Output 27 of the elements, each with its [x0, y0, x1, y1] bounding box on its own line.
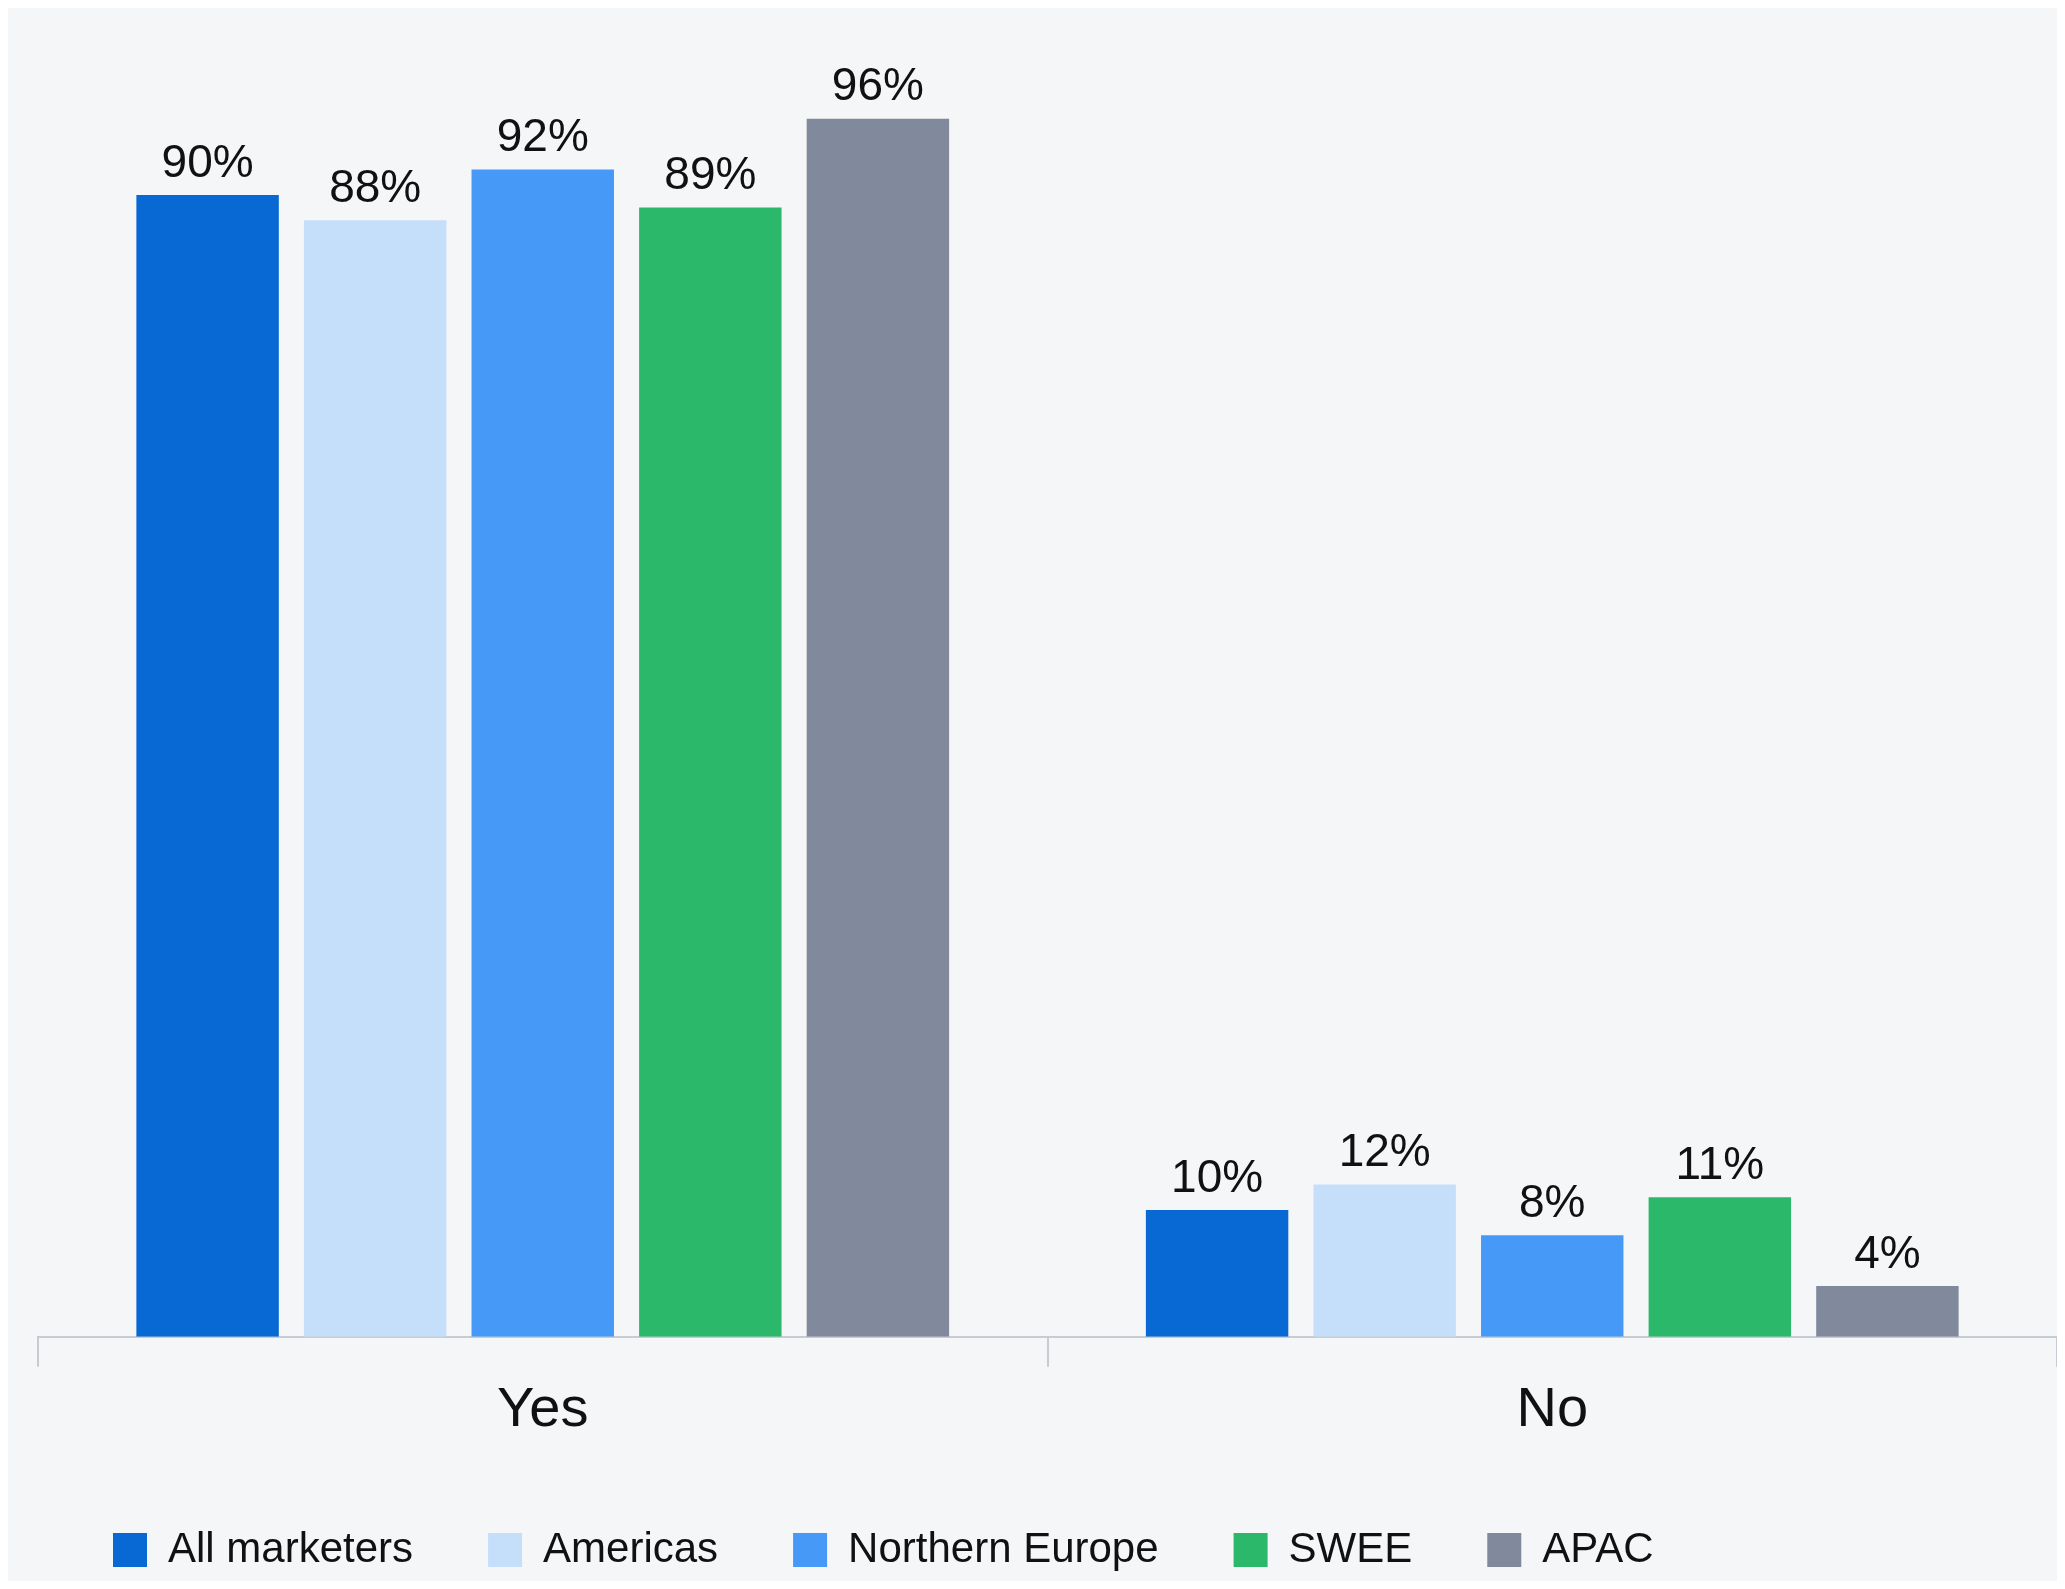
data-label: 89%	[664, 147, 757, 200]
data-label: 92%	[496, 109, 589, 162]
bar	[1816, 1286, 1959, 1337]
bar	[639, 207, 782, 1337]
data-label: 11%	[1675, 1136, 1765, 1189]
data-label: 96%	[831, 58, 924, 111]
legend-label: Northern Europe	[848, 1523, 1159, 1571]
bar	[1648, 1197, 1792, 1337]
data-label: 8%	[1519, 1174, 1586, 1227]
bar	[471, 169, 614, 1337]
bar	[1313, 1184, 1456, 1337]
bar	[136, 194, 279, 1337]
legend-label: Americas	[543, 1523, 719, 1571]
data-label: 88%	[329, 159, 422, 212]
x-tick-label: No	[1516, 1374, 1589, 1438]
legend-label: All marketers	[168, 1523, 414, 1571]
legend-label: APAC	[1542, 1523, 1654, 1571]
data-label: 10%	[1171, 1149, 1264, 1202]
data-label: 12%	[1338, 1124, 1431, 1177]
bar	[303, 220, 447, 1337]
bar	[1145, 1209, 1289, 1337]
data-label: 90%	[161, 134, 254, 187]
bar	[1481, 1235, 1624, 1337]
data-label: 4%	[1854, 1225, 1921, 1278]
legend-label: SWEE	[1288, 1523, 1413, 1571]
x-tick-label: Yes	[497, 1374, 589, 1438]
bar	[806, 118, 950, 1337]
